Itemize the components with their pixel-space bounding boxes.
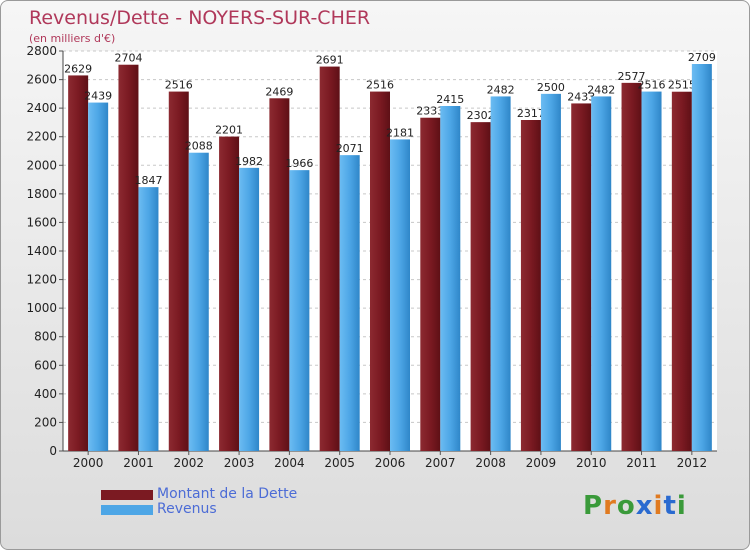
legend: Montant de la Dette Revenus [101,486,361,517]
data-label-revenue: 1966 [285,157,313,170]
y-tick-label: 1800 [26,187,57,201]
bar-revenue [490,96,511,451]
bar-debt [571,103,592,451]
x-tick-label: 2011 [626,456,657,470]
data-label-revenue: 2181 [386,126,414,139]
proxiti-logo: Proxiti [583,491,687,521]
data-label-debt: 2516 [165,79,193,92]
x-tick-label: 2008 [475,456,506,470]
bar-debt [420,117,441,451]
bar-debt [671,91,692,451]
x-tick-label: 2002 [173,456,204,470]
x-tick-label: 2010 [576,456,607,470]
data-label-revenue: 1847 [134,174,162,187]
data-label-revenue: 2709 [688,51,716,64]
x-tick-label: 2007 [425,456,456,470]
bar-debt [370,91,390,452]
bar-debt [621,82,642,451]
bar-debt [68,75,89,451]
bar-revenue [138,187,159,451]
legend-item-debt: Montant de la Dette [101,486,361,502]
x-tick-label: 2006 [375,456,406,470]
legend-label-debt: Montant de la Dette [157,486,298,502]
bar-revenue [390,139,410,451]
data-label-debt: 2516 [366,79,394,92]
logo-letter: r [603,491,617,521]
data-label-revenue: 2482 [587,83,615,96]
data-label-revenue: 2516 [638,79,666,92]
bar-debt [319,66,340,452]
data-label-revenue: 2088 [185,140,213,153]
legend-item-revenue: Revenus [101,501,361,517]
x-tick-label: 2005 [324,456,355,470]
bar-debt [168,91,189,452]
data-label-debt: 2201 [215,124,243,137]
data-label-debt: 2691 [316,54,344,67]
logo-letter: o [616,491,636,521]
x-tick-label: 2000 [73,456,104,470]
y-tick-label: 2200 [26,130,57,144]
bar-debt [470,122,491,452]
data-label-revenue: 1982 [235,155,263,168]
x-tick-label: 2003 [224,456,255,470]
y-tick-label: 600 [34,358,57,372]
x-tick-label: 2004 [274,456,305,470]
y-tick-label: 2400 [26,101,57,115]
bar-revenue [591,96,612,451]
bar-debt [269,98,290,452]
data-label-debt: 2433 [567,90,595,103]
bar-revenue [188,152,209,451]
data-label-revenue: 2439 [84,90,112,103]
y-tick-label: 2800 [26,44,57,58]
data-label-debt: 2333 [416,105,444,118]
bar-revenue [691,64,712,451]
x-tick-label: 2009 [526,456,557,470]
bar-debt [118,64,139,451]
logo-letter: i [676,491,687,521]
y-tick-label: 1400 [26,244,57,258]
y-tick-label: 2000 [26,158,57,172]
data-label-revenue: 2415 [436,93,464,106]
data-label-revenue: 2500 [537,81,565,94]
bar-debt [219,136,240,452]
y-tick-label: 0 [49,444,57,458]
x-tick-label: 2001 [123,456,154,470]
logo-letter: t [663,491,677,521]
bar-revenue [641,91,662,452]
x-tick-label: 2012 [677,456,708,470]
data-label-debt: 2629 [64,62,92,75]
y-tick-label: 1600 [26,215,57,229]
y-tick-label: 800 [34,330,57,344]
y-tick-label: 1000 [26,301,57,315]
y-tick-label: 2600 [26,73,57,87]
data-label-debt: 2302 [467,109,495,122]
chart-title: Revenus/Dette - NOYERS-SUR-CHER [29,7,371,29]
bar-revenue [289,170,310,451]
y-tick-label: 200 [34,415,57,429]
logo-letter: i [653,491,664,521]
bar-revenue [239,167,260,451]
chart-subtitle: (en milliers d'€) [29,32,116,45]
bar-revenue [540,93,561,451]
logo-letter: x [635,491,654,521]
y-tick-label: 1200 [26,273,57,287]
data-label-debt: 2577 [618,70,646,83]
data-label-revenue: 2482 [487,83,515,96]
data-label-debt: 2469 [265,85,293,98]
bar-revenue [440,106,461,451]
legend-swatch-debt [101,490,153,500]
data-label-debt: 2317 [517,107,545,120]
y-tick-label: 400 [34,387,57,401]
bar-debt [520,120,541,451]
data-label-debt: 2515 [668,79,696,92]
legend-label-revenue: Revenus [157,501,217,517]
bar-revenue [339,155,360,451]
data-label-debt: 2704 [114,52,142,65]
bar-revenue [88,102,109,452]
legend-swatch-revenue [101,505,153,515]
data-label-revenue: 2071 [336,142,364,155]
logo-letter: P [583,491,604,521]
